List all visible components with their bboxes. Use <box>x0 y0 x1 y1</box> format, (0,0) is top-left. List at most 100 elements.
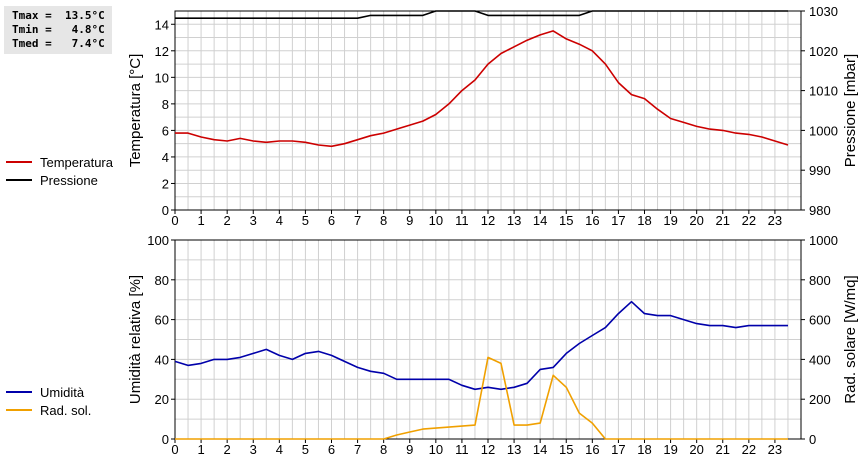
legend-label-rad-sol: Rad. sol. <box>40 402 92 418</box>
top-y-right-tick-label: 1020 <box>809 44 838 59</box>
top-x-tick-label: 13 <box>507 213 521 228</box>
top-y-left-tick-label: 2 <box>162 176 169 191</box>
bottom-x-tick-label: 23 <box>768 442 782 457</box>
bottom-y-left-tick-label: 100 <box>147 233 169 248</box>
top-x-tick-label: 1 <box>197 213 204 228</box>
bottom-x-tick-label: 16 <box>585 442 599 457</box>
top-x-tick-label: 2 <box>224 213 231 228</box>
bottom-x-tick-label: 14 <box>533 442 547 457</box>
legend-swatch-rad-sol <box>6 409 32 411</box>
top-x-tick-label: 16 <box>585 213 599 228</box>
legend-label-umidita: Umidità <box>40 384 85 400</box>
top-x-tick-label: 15 <box>559 213 573 228</box>
bottom-y-left-tick-label: 20 <box>155 392 169 407</box>
top-x-tick-label: 23 <box>768 213 782 228</box>
legend-top: Temperatura Pressione <box>6 153 113 189</box>
bottom-x-tick-label: 13 <box>507 442 521 457</box>
legend-label-temperatura: Temperatura <box>40 154 113 170</box>
bottom-x-tick-label: 9 <box>406 442 413 457</box>
top-y-left-tick-label: 0 <box>162 203 169 218</box>
tmed-stat: Tmed = 7.4°C <box>12 37 105 50</box>
bottom-y-right-tick-label: 1000 <box>809 233 838 248</box>
top-y-right-tick-label: 990 <box>809 163 831 178</box>
bottom-x-tick-label: 2 <box>224 442 231 457</box>
bottom-x-tick-label: 22 <box>742 442 756 457</box>
legend-swatch-temperatura <box>6 161 32 163</box>
top-x-tick-label: 8 <box>380 213 387 228</box>
bottom-x-tick-label: 7 <box>354 442 361 457</box>
bottom-y-right-label: Rad. solare [W/mq] <box>842 275 859 403</box>
top-y-left-tick-label: 10 <box>155 70 169 85</box>
top-x-tick-label: 11 <box>455 213 469 228</box>
top-x-tick-label: 6 <box>328 213 335 228</box>
bottom-y-left-tick-label: 80 <box>155 273 169 288</box>
top-x-tick-label: 22 <box>742 213 756 228</box>
top-series-1-line <box>175 10 788 20</box>
bottom-y-right-tick-label: 400 <box>809 352 831 367</box>
bottom-x-tick-label: 1 <box>197 442 204 457</box>
top-x-tick-label: 3 <box>250 213 257 228</box>
top-y-left-tick-label: 14 <box>155 17 169 32</box>
tmax-stat: Tmax = 13.5°C <box>12 9 105 22</box>
top-y-right-tick-label: 1030 <box>809 4 838 19</box>
bottom-y-right-tick-label: 200 <box>809 392 831 407</box>
top-x-tick-label: 19 <box>663 213 677 228</box>
top-y-left-tick-label: 4 <box>162 150 169 165</box>
tmin-stat: Tmin = 4.8°C <box>12 23 105 36</box>
bottom-x-tick-label: 15 <box>559 442 573 457</box>
bottom-x-tick-label: 6 <box>328 442 335 457</box>
bottom-series-1-line <box>175 356 788 440</box>
bottom-x-tick-label: 11 <box>455 442 469 457</box>
top-y-right-tick-label: 980 <box>809 203 831 218</box>
top-x-tick-label: 7 <box>354 213 361 228</box>
bottom-x-tick-label: 0 <box>171 442 178 457</box>
bottom-x-tick-label: 21 <box>716 442 730 457</box>
bottom-y-right-tick-label: 800 <box>809 273 831 288</box>
bottom-x-tick-label: 5 <box>302 442 309 457</box>
bottom-x-tick-label: 10 <box>429 442 443 457</box>
legend-item-temperatura: Temperatura <box>6 153 113 171</box>
top-y-left-label: Temperatura [°C] <box>127 54 144 168</box>
top-x-tick-label: 21 <box>716 213 730 228</box>
top-y-right-label: Pressione [mbar] <box>842 54 859 167</box>
top-x-tick-label: 20 <box>689 213 703 228</box>
bottom-x-tick-label: 20 <box>689 442 703 457</box>
bottom-x-tick-label: 4 <box>276 442 283 457</box>
top-x-tick-label: 9 <box>406 213 413 228</box>
legend-item-rad-sol: Rad. sol. <box>6 401 91 419</box>
top-series-0-line <box>175 30 789 148</box>
top-x-tick-label: 18 <box>637 213 651 228</box>
bottom-x-tick-label: 19 <box>663 442 677 457</box>
bottom-y-right-tick-label: 0 <box>809 432 816 447</box>
bottom-y-left-label: Umidità relativa [%] <box>127 275 144 404</box>
legend-swatch-umidita <box>6 391 32 393</box>
top-y-left-tick-label: 6 <box>162 123 169 138</box>
stats-box: Tmax = 13.5°C Tmin = 4.8°C Tmed = 7.4°C <box>4 6 112 54</box>
bottom-x-tick-label: 3 <box>250 442 257 457</box>
bottom-y-left-tick-label: 60 <box>155 313 169 328</box>
top-y-right-tick-label: 1000 <box>809 123 838 138</box>
bottom-series-0-line <box>174 300 788 391</box>
top-x-tick-label: 0 <box>171 213 178 228</box>
top-x-tick-label: 17 <box>611 213 625 228</box>
legend-swatch-pressione <box>6 179 32 181</box>
bottom-y-left-tick-label: 40 <box>155 352 169 367</box>
top-y-right-tick-label: 1010 <box>809 84 838 99</box>
legend-bottom: Umidità Rad. sol. <box>6 383 91 419</box>
bottom-y-right-tick-label: 600 <box>809 313 831 328</box>
top-y-left-tick-label: 12 <box>155 44 169 59</box>
legend-item-pressione: Pressione <box>6 171 113 189</box>
top-x-tick-label: 4 <box>276 213 283 228</box>
top-x-tick-label: 12 <box>481 213 495 228</box>
bottom-x-tick-label: 8 <box>380 442 387 457</box>
bottom-y-left-tick-label: 0 <box>162 432 169 447</box>
legend-item-umidita: Umidità <box>6 383 91 401</box>
legend-label-pressione: Pressione <box>40 172 98 188</box>
bottom-x-tick-label: 18 <box>637 442 651 457</box>
top-x-tick-label: 14 <box>533 213 547 228</box>
top-x-tick-label: 10 <box>429 213 443 228</box>
bottom-x-tick-label: 12 <box>481 442 495 457</box>
bottom-x-tick-label: 17 <box>611 442 625 457</box>
top-y-left-tick-label: 8 <box>162 97 169 112</box>
